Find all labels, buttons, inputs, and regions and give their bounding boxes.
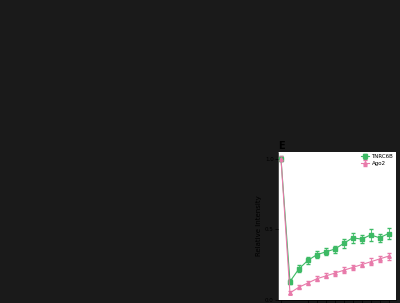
Text: E: E bbox=[278, 141, 285, 151]
Y-axis label: Relative Intensity: Relative Intensity bbox=[256, 195, 262, 256]
Legend: TNRC6B, Ago2: TNRC6B, Ago2 bbox=[359, 152, 396, 168]
